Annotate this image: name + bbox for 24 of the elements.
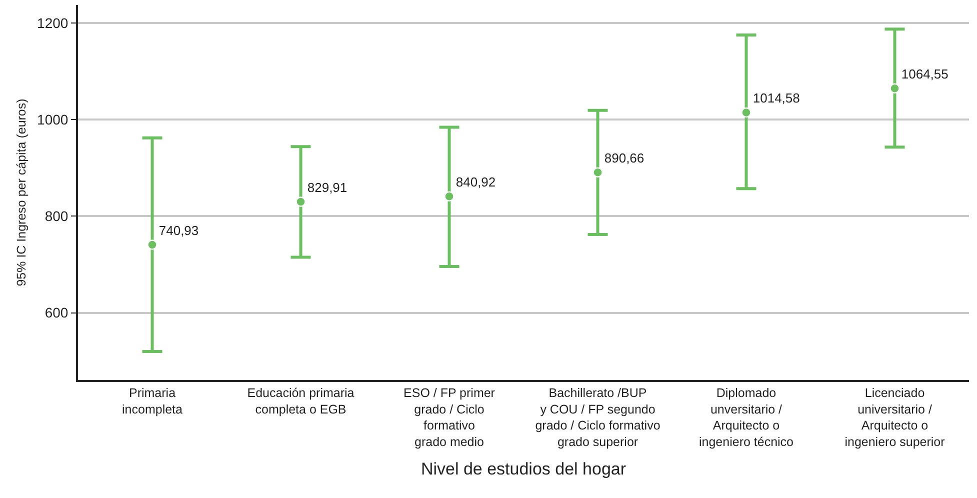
x-tick-label: ESO / FP primer grado / Ciclo formativo grado medio xyxy=(404,386,495,449)
point xyxy=(296,196,306,207)
y-tick-label: 1200 xyxy=(37,14,68,31)
data-label: 840,92 xyxy=(456,174,496,190)
point xyxy=(592,167,603,178)
data-label: 829,91 xyxy=(307,180,348,195)
x-tick-label: Primaria incompleta xyxy=(122,386,183,416)
data-label: 740,93 xyxy=(158,222,199,238)
x-tick-label: Licenciado universitario / Arquitecto o ingeniero superior xyxy=(844,386,945,449)
y-tick-label: 600 xyxy=(44,304,68,321)
y-axis-title: 95% IC Ingreso per cápita (euros) xyxy=(14,98,29,286)
x-tick-label: Diplomado unversitario / Arquitecto o ingeniero técnico xyxy=(698,386,794,449)
point xyxy=(147,240,158,250)
x-axis-title: Nivel de estudios del hogar xyxy=(420,460,626,479)
y-tick-label: 800 xyxy=(44,208,68,224)
point xyxy=(741,107,752,118)
data-label: 1014,58 xyxy=(752,90,800,106)
data-label: 890,66 xyxy=(604,150,644,166)
x-tick-label: Bachillerato /BUP y COU / FP segundo grado / Ciclo formativo grado superior xyxy=(535,386,660,449)
y-tick-label: 1000 xyxy=(37,111,68,128)
x-tick-label: Educación primaria completa o EGB xyxy=(247,386,354,416)
point xyxy=(890,83,900,94)
point xyxy=(444,191,454,202)
data-label: 1064,55 xyxy=(901,66,948,82)
